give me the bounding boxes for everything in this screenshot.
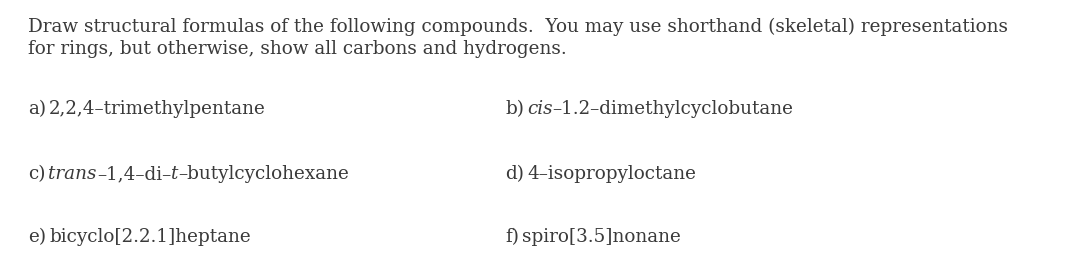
Text: f): f) [505,228,519,246]
Text: cis: cis [527,100,553,118]
Text: trans: trans [48,165,97,183]
Text: –butylcyclohexane: –butylcyclohexane [178,165,349,183]
Text: d): d) [505,165,524,183]
Text: 4–isopropyloctane: 4–isopropyloctane [527,165,696,183]
Text: bicyclo[2.2.1]heptane: bicyclo[2.2.1]heptane [49,228,251,246]
Text: for rings, but otherwise, show all carbons and hydrogens.: for rings, but otherwise, show all carbo… [28,40,567,58]
Text: e): e) [28,228,46,246]
Text: a): a) [28,100,46,118]
Text: Draw structural formulas of the following compounds.  You may use shorthand (ske: Draw structural formulas of the followin… [28,18,1008,36]
Text: spiro[3.5]nonane: spiro[3.5]nonane [522,228,681,246]
Text: c): c) [28,165,46,183]
Text: 2,2,4–trimethylpentane: 2,2,4–trimethylpentane [49,100,266,118]
Text: t: t [171,165,178,183]
Text: –1.2–dimethylcyclobutane: –1.2–dimethylcyclobutane [553,100,794,118]
Text: b): b) [505,100,524,118]
Text: –1,4–di–: –1,4–di– [97,165,171,183]
